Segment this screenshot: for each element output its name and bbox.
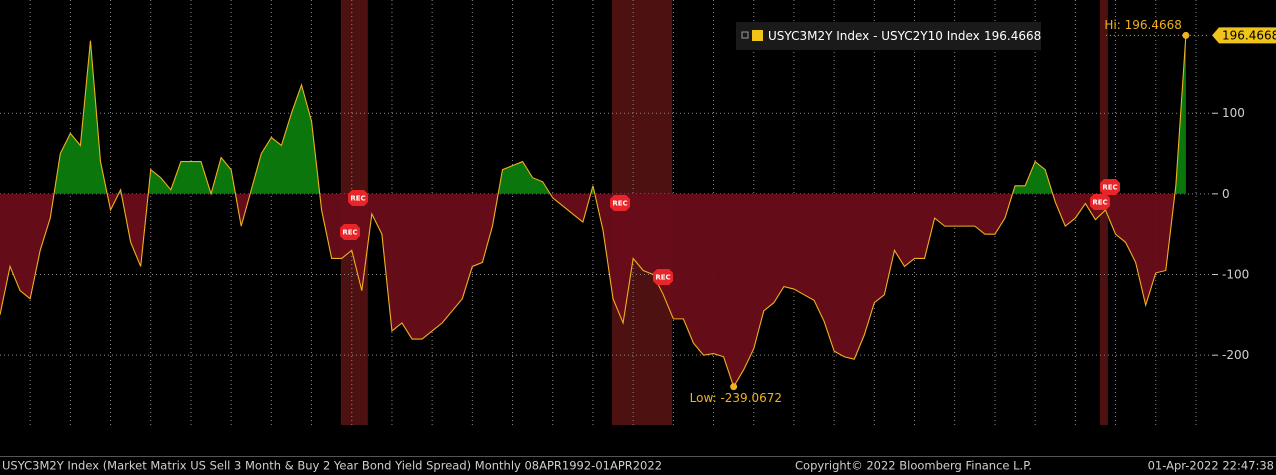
rec-label: REC bbox=[350, 195, 365, 203]
rec-label: REC bbox=[612, 200, 627, 208]
last-value-label: 196.4668 bbox=[1222, 28, 1276, 42]
rec-label: REC bbox=[342, 229, 357, 237]
legend-box bbox=[736, 22, 1041, 50]
legend-label: USYC3M2Y Index - USYC2Y10 Index bbox=[768, 29, 980, 43]
last-value-tag bbox=[1212, 27, 1276, 44]
area-negative bbox=[0, 193, 1186, 387]
y-tick-label: -100 bbox=[1222, 268, 1249, 282]
y-tick-label: -200 bbox=[1222, 348, 1249, 362]
rec-marker: REC bbox=[348, 190, 368, 206]
rec-marker: REC bbox=[340, 224, 360, 240]
rec-label: REC bbox=[1092, 199, 1107, 207]
rec-label: REC bbox=[655, 274, 670, 282]
footer-left: USYC3M2Y Index (Market Matrix US Sell 3 … bbox=[2, 459, 662, 473]
legend: USYC3M2Y Index - USYC2Y10 Index 196.4668 bbox=[736, 22, 1041, 50]
legend-value: 196.4668 bbox=[984, 29, 1041, 43]
rec-marker: REC bbox=[653, 269, 673, 285]
rec-marker: REC bbox=[1090, 194, 1110, 210]
series-line bbox=[0, 35, 1187, 388]
y-tick-label: 100 bbox=[1222, 106, 1245, 120]
annotation-label: Low: -239.0672 bbox=[690, 391, 782, 405]
footer-right: 01-Apr-2022 22:47:38 bbox=[1148, 459, 1274, 473]
footer-center: Copyright© 2022 Bloomberg Finance L.P. bbox=[795, 459, 1032, 473]
y-tick-label: 0 bbox=[1222, 187, 1230, 201]
x-axis-band bbox=[0, 428, 1276, 456]
recession-band bbox=[1099, 0, 1108, 425]
rec-marker: REC bbox=[1100, 179, 1120, 195]
legend-swatch bbox=[752, 30, 763, 41]
annotation-label: Hi: 196.4668 bbox=[1104, 18, 1181, 32]
rec-marker: REC bbox=[610, 195, 630, 211]
annotation-point bbox=[730, 383, 738, 391]
rec-label: REC bbox=[1102, 184, 1117, 192]
annotation-point bbox=[1182, 31, 1190, 39]
legend-toggle[interactable] bbox=[741, 31, 749, 39]
